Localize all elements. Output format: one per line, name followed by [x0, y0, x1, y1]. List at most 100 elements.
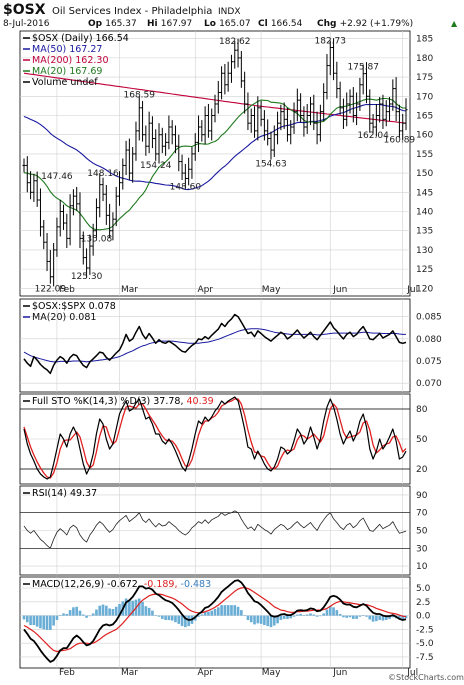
y-tick-label: 135	[416, 227, 433, 237]
macd-histogram-bar	[52, 615, 55, 626]
macd-histogram-bar	[25, 615, 29, 623]
macd-histogram-bar	[381, 615, 385, 621]
macd-histogram-bar	[230, 605, 233, 616]
macd-histogram-bar	[101, 604, 105, 616]
y-tick-label: 165	[416, 111, 433, 121]
macd-histogram-bar	[174, 615, 177, 623]
macd-histogram-bar	[332, 607, 335, 616]
macd-histogram-bar	[292, 615, 296, 617]
ratio-line	[23, 313, 407, 375]
price-annotation: 175.87	[347, 63, 379, 73]
macd-histogram-bar	[91, 613, 95, 616]
y-tick-label: 0.070	[416, 379, 442, 389]
macd-histogram-bar	[45, 615, 49, 630]
macd-histogram-bar	[164, 615, 167, 621]
macd-histogram-bar	[75, 606, 79, 616]
macd-histogram-bar	[85, 615, 88, 618]
macd-histogram-bar	[42, 615, 46, 630]
x-month-label: Apr	[197, 668, 213, 678]
macd-histogram-bar	[398, 615, 401, 620]
macd-histogram-bar	[81, 614, 85, 616]
y-tick-label: 90	[416, 491, 428, 501]
panel-0-frame	[19, 30, 411, 297]
panel-1-frame	[19, 298, 411, 393]
y-tick-label: -5.0	[416, 639, 434, 649]
macd-histogram-bar	[184, 615, 187, 628]
macd-histogram-bar	[128, 600, 131, 616]
macd-histogram-bar	[236, 606, 240, 616]
legend-entry: Volume undef	[32, 77, 98, 88]
macd-histogram-bar	[365, 615, 368, 617]
stoch-k-line	[23, 396, 407, 480]
y-tick-label: 70	[416, 509, 428, 519]
macd-histogram-bar	[259, 615, 263, 624]
macd-histogram-bar	[124, 598, 128, 616]
macd-histogram-bar	[72, 607, 75, 616]
up-arrow-icon: ▲	[451, 19, 458, 28]
macd-histogram-bar	[170, 615, 174, 621]
macd-histogram-bar	[279, 615, 283, 621]
macd-histogram-bar	[177, 615, 181, 624]
macd-histogram-bar	[368, 615, 372, 620]
price-annotation: 154.63	[255, 159, 287, 169]
y-tick-label: 175	[416, 73, 433, 83]
macd-histogram-bar	[167, 615, 171, 621]
macd-histogram-bar	[269, 615, 273, 628]
price-annotation: 147.46	[41, 172, 73, 182]
macd-histogram-bar	[384, 615, 388, 621]
price-annotation: 148.60	[170, 182, 202, 192]
y-tick-label: 130	[416, 246, 433, 256]
x-month-label: May	[262, 285, 281, 295]
macd-histogram-bar	[35, 615, 39, 627]
macd-histogram-bar	[243, 615, 246, 616]
macd-histogram-bar	[203, 611, 207, 616]
y-tick-label: 0.075	[416, 357, 442, 367]
y-tick-label: 80	[416, 405, 428, 415]
y-tick-label: 180	[416, 54, 433, 64]
y-tick-label: 125	[416, 265, 433, 275]
legend-entry: $OSX:$SPX 0.078	[32, 301, 116, 312]
ohlc-lo: Lo 165.07	[204, 19, 251, 29]
macd-histogram-bar	[342, 615, 345, 618]
macd-histogram-bar	[289, 615, 293, 619]
ohlc-cl: Cl 166.54	[258, 19, 303, 29]
macd-histogram-bar	[55, 615, 59, 621]
price-annotation: 135.08	[81, 234, 113, 244]
macd-histogram-bar	[266, 615, 270, 627]
macd-histogram-bar	[216, 607, 220, 616]
macd-histogram-bar	[65, 613, 69, 616]
macd-histogram-bar	[358, 615, 362, 617]
watermark: ©StockCharts.com	[388, 673, 464, 682]
macd-histogram-bar	[401, 615, 405, 620]
ma20-line	[23, 97, 407, 231]
y-tick-label: 155	[416, 150, 433, 160]
macd-histogram-bar	[98, 605, 102, 616]
macd-histogram-bar	[147, 607, 151, 616]
x-month-label: Mar	[121, 285, 138, 295]
y-tick-label: 140	[416, 208, 433, 218]
macd-histogram-bar	[151, 610, 154, 616]
macd-histogram-bar	[137, 598, 141, 616]
chart-instrument-name: Oil Services Index - Philadelphia	[52, 6, 212, 17]
macd-histogram-bar	[378, 615, 381, 621]
macd-histogram-bar	[58, 615, 62, 616]
x-month-label: Jun	[332, 668, 347, 678]
macd-histogram-bar	[309, 613, 312, 616]
price-annotation: 125.30	[71, 272, 103, 282]
macd-histogram-bar	[160, 615, 164, 619]
y-tick-label: 20	[416, 465, 428, 475]
price-annotation: 182.73	[315, 36, 347, 46]
macd-histogram-bar	[180, 615, 184, 627]
y-tick-label: 0.0	[416, 612, 431, 622]
macd-histogram-bar	[286, 615, 289, 619]
legend-entry: RSI(14) 49.37	[32, 488, 97, 499]
macd-histogram-bar	[114, 606, 118, 616]
macd-histogram-bar	[68, 610, 72, 616]
macd-histogram-bar	[111, 608, 115, 616]
y-tick-label: 150	[416, 169, 433, 179]
macd-histogram-bar	[355, 615, 358, 619]
macd-histogram-bar	[240, 610, 243, 616]
chart-exchange: INDX	[218, 7, 240, 17]
macd-histogram-bar	[105, 605, 108, 616]
